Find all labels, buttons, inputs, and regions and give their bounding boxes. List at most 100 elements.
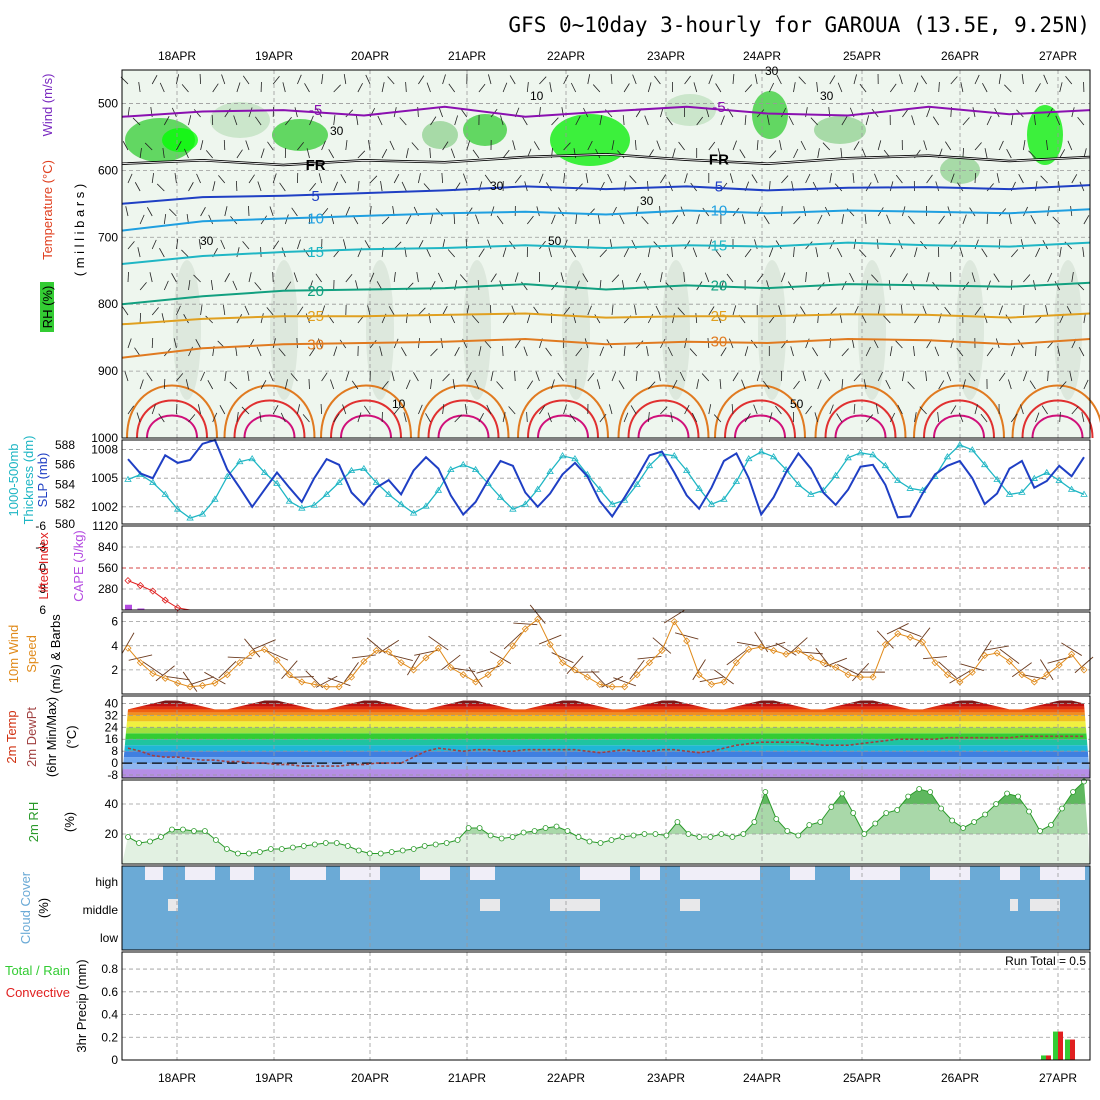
wind-barb-10m xyxy=(538,634,562,645)
wind-barb xyxy=(619,214,625,225)
thickness-point xyxy=(310,501,318,508)
wind-barb xyxy=(958,412,964,423)
cloud-middle-clear xyxy=(550,899,600,911)
wind-barb xyxy=(945,141,952,151)
wind-barb xyxy=(345,206,351,217)
wind-speed-point xyxy=(422,654,430,662)
wind-barb xyxy=(523,346,528,357)
wind-barb xyxy=(563,404,567,415)
wind-barb xyxy=(623,412,629,423)
wind-barb xyxy=(448,83,456,93)
wind-barb xyxy=(526,411,528,423)
wind-barb xyxy=(221,74,226,85)
wind-barb xyxy=(889,83,897,93)
y-tick-label: 588 xyxy=(55,438,75,452)
wind-speed-point xyxy=(372,647,380,655)
wind-barb xyxy=(656,140,661,151)
isotherm-label: 20 xyxy=(307,283,324,300)
wind-barb xyxy=(647,247,651,258)
wind-barb xyxy=(405,81,407,93)
y-tick-label: 6 xyxy=(39,603,46,617)
wind-barb xyxy=(484,340,492,349)
y-tick-label: 16 xyxy=(105,732,119,746)
rh-column xyxy=(1054,260,1082,400)
isotherm-30-loop xyxy=(320,384,412,439)
wind-barb xyxy=(364,240,371,250)
wind-barb-10m xyxy=(344,662,359,683)
wind-barb xyxy=(1059,411,1061,423)
wind-barb-10m xyxy=(204,671,226,685)
wind-barb xyxy=(793,148,799,159)
wind-barb xyxy=(1023,304,1025,316)
thickness-point xyxy=(906,484,914,491)
wind-barb xyxy=(1028,150,1036,159)
y-tick-label: 500 xyxy=(98,96,118,110)
wind-barb xyxy=(309,115,314,126)
wind-barb xyxy=(1035,83,1041,93)
wind-barb xyxy=(986,347,994,357)
wind-barb xyxy=(974,306,982,316)
wind-barb xyxy=(405,214,412,225)
panel-frame xyxy=(121,439,1091,525)
isotherm-label: 15 xyxy=(307,244,324,261)
wind-barb xyxy=(756,206,762,217)
wind-barb xyxy=(342,404,347,415)
wind-barb xyxy=(320,403,322,415)
wind-barb xyxy=(775,240,782,250)
thickness-point xyxy=(695,484,703,491)
wind-barb xyxy=(345,371,350,382)
wind-barb xyxy=(715,83,722,93)
wind-barb xyxy=(176,141,182,151)
wind-speed-point xyxy=(323,683,331,691)
isotherm-5 xyxy=(121,184,1091,205)
wind-speed-point xyxy=(919,638,927,646)
wind-barb xyxy=(403,412,407,423)
rh-point xyxy=(806,822,813,828)
wind-barb-10m xyxy=(281,660,298,680)
wind-barb xyxy=(442,404,445,415)
isotherm-30-loop xyxy=(913,384,1005,439)
wind-barb xyxy=(207,380,214,390)
isotherm-label: 25 xyxy=(711,308,728,325)
wind-barb xyxy=(815,247,819,258)
thickness-point xyxy=(422,502,430,509)
temp-band xyxy=(122,703,1090,707)
wind-barb-10m xyxy=(529,604,546,624)
cloud-high-clear xyxy=(1000,866,1020,880)
wind-barb xyxy=(125,206,129,217)
rh-line xyxy=(127,781,1085,854)
y-tick-label: 20 xyxy=(105,827,119,841)
y-axis-label: Lifted Index xyxy=(36,532,51,600)
rh-column xyxy=(463,260,491,400)
wind-barb xyxy=(302,414,310,423)
cloud-middle-clear xyxy=(1010,899,1018,911)
wind-barb xyxy=(1083,379,1089,390)
wind-barb xyxy=(950,338,954,349)
wind-speed-point xyxy=(894,630,902,638)
wind-barb-10m xyxy=(428,635,449,651)
rh-point xyxy=(454,837,461,843)
isotherm-35-loop xyxy=(527,399,599,439)
wind-speed-point xyxy=(621,683,629,691)
wind-barb xyxy=(224,273,230,283)
wind-speed-point xyxy=(1043,671,1051,679)
wind-barb xyxy=(308,378,310,390)
wind-barb xyxy=(756,371,761,382)
wind-barb xyxy=(272,240,280,250)
wind-barb xyxy=(233,115,238,126)
wind-barb xyxy=(630,405,637,415)
wind-barb xyxy=(139,282,147,291)
rh-point xyxy=(982,811,989,818)
wind-speed-point xyxy=(161,674,169,682)
wind-speed-point xyxy=(645,659,654,667)
wind-barb xyxy=(587,305,592,316)
wind-barb xyxy=(248,272,252,283)
wind-barb xyxy=(355,280,359,291)
wind-speed-point xyxy=(844,671,852,679)
cloud-high-clear xyxy=(1040,866,1085,880)
wind-barb xyxy=(330,379,335,390)
thickness-point xyxy=(248,454,256,462)
date-label-bottom: 26APR xyxy=(941,1071,979,1085)
wind-barb xyxy=(805,173,811,184)
